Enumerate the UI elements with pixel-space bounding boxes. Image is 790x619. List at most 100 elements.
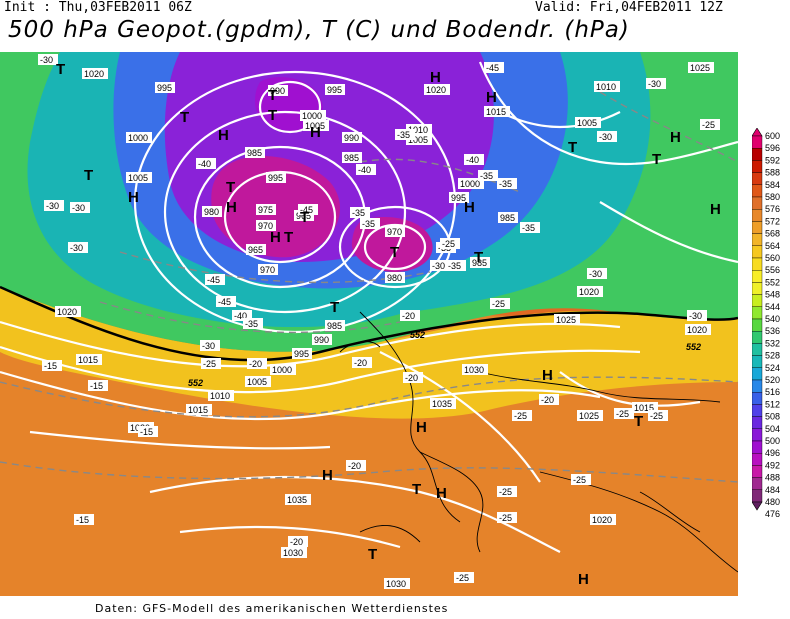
svg-text:985: 985: [472, 258, 487, 268]
low-marker: T: [568, 139, 577, 156]
low-marker: T: [368, 546, 377, 563]
map-title: 500 hPa Geopot.(gpdm), T (C) und Bodendr…: [8, 17, 630, 43]
svg-text:1015: 1015: [188, 405, 208, 415]
svg-text:990: 990: [270, 86, 285, 96]
svg-text:985: 985: [344, 153, 359, 163]
legend-tick-label: 544: [765, 302, 780, 312]
legend-swatch: [752, 148, 763, 161]
svg-text:1000: 1000: [460, 179, 480, 189]
legend-swatch: [752, 477, 763, 491]
svg-text:-25: -25: [499, 513, 512, 523]
svg-text:995: 995: [327, 85, 342, 95]
legend-tick-label: 580: [765, 192, 780, 202]
geopot-552-line: [0, 285, 738, 362]
svg-text:1030: 1030: [386, 579, 406, 589]
legend-tick-label: 476: [765, 509, 780, 518]
low-marker: T: [268, 107, 277, 124]
legend-tick-label: 484: [765, 485, 780, 495]
svg-text:990: 990: [344, 133, 359, 143]
svg-text:995: 995: [294, 349, 309, 359]
high-marker: H: [226, 199, 237, 216]
legend-swatch: [752, 392, 763, 405]
svg-text:-25: -25: [702, 120, 715, 130]
svg-text:-35: -35: [448, 261, 461, 271]
svg-text:1015: 1015: [634, 403, 654, 413]
legend-tick-label: 536: [765, 326, 780, 336]
low-marker: T: [56, 61, 65, 78]
legend-swatch: [752, 416, 763, 430]
legend-swatch: [752, 282, 763, 295]
svg-text:-15: -15: [44, 361, 57, 371]
high-marker: H: [542, 367, 553, 384]
svg-text:1015: 1015: [486, 107, 506, 117]
svg-text:1005: 1005: [305, 121, 325, 131]
svg-text:-40: -40: [198, 159, 211, 169]
svg-text:1020: 1020: [84, 69, 104, 79]
low-marker: T: [284, 229, 293, 246]
high-marker: H: [670, 129, 681, 146]
low-marker: T: [634, 413, 643, 430]
svg-text:-35: -35: [480, 171, 493, 181]
legend-swatch: [752, 184, 763, 198]
low-marker: T: [84, 167, 93, 184]
svg-text:1025: 1025: [690, 63, 710, 73]
legend-tick-label: 552: [765, 277, 780, 287]
svg-text:975: 975: [258, 205, 273, 215]
legend-tick-label: 576: [765, 204, 780, 214]
legend-tick-label: 492: [765, 460, 780, 470]
svg-text:-20: -20: [405, 373, 418, 383]
legend-tick-label: 512: [765, 399, 780, 409]
legend-tick-label: 568: [765, 229, 780, 239]
svg-text:-30: -30: [432, 261, 445, 271]
legend-swatch: [752, 221, 763, 234]
svg-text:965: 965: [296, 211, 311, 221]
legend-tick-label: 584: [765, 180, 780, 190]
high-marker: H: [710, 201, 721, 218]
svg-text:-45: -45: [207, 275, 220, 285]
legend-tick-label: 532: [765, 338, 780, 348]
legend-swatch: [752, 135, 763, 149]
legend-swatch: [752, 330, 763, 344]
svg-text:552: 552: [188, 378, 203, 388]
legend-tick-label: 508: [765, 412, 780, 422]
svg-text:985: 985: [327, 321, 342, 331]
legend-swatch: [752, 269, 763, 283]
valid-time: Valid: Fri,04FEB2011 12Z: [535, 0, 723, 15]
svg-text:-35: -35: [499, 179, 512, 189]
svg-text:1020: 1020: [579, 287, 599, 297]
svg-text:-35: -35: [522, 223, 535, 233]
svg-text:980: 980: [387, 273, 402, 283]
svg-text:-35: -35: [352, 208, 365, 218]
high-marker: H: [128, 189, 139, 206]
high-marker: H: [270, 229, 281, 246]
svg-text:-25: -25: [616, 409, 629, 419]
pressure-centers: T T H T H T T H T H H T T T H H H T T H …: [56, 61, 721, 588]
svg-text:-45: -45: [218, 297, 231, 307]
legend-tick-label: 500: [765, 436, 780, 446]
svg-text:1000: 1000: [302, 111, 322, 121]
svg-text:-45: -45: [300, 205, 313, 215]
svg-text:-25: -25: [442, 239, 455, 249]
low-marker: T: [652, 151, 661, 168]
svg-text:-25: -25: [514, 411, 527, 421]
svg-text:-35: -35: [362, 219, 375, 229]
svg-text:995: 995: [451, 193, 466, 203]
field-yellow: [0, 287, 738, 419]
legend-arrow-bottom: [752, 501, 763, 511]
svg-text:-20: -20: [402, 311, 415, 321]
legend-tick-label: 548: [765, 290, 780, 300]
legend-swatch: [752, 306, 763, 320]
legend-tick-label: 528: [765, 351, 780, 361]
low-marker: T: [226, 179, 235, 196]
svg-text:-30: -30: [689, 311, 702, 321]
legend-tick-label: 588: [765, 168, 780, 178]
svg-text:-40: -40: [234, 311, 247, 321]
svg-text:1000: 1000: [128, 133, 148, 143]
svg-text:990: 990: [314, 335, 329, 345]
svg-text:1005: 1005: [247, 377, 267, 387]
high-marker: H: [436, 485, 447, 502]
high-marker: H: [416, 419, 427, 436]
svg-text:1010: 1010: [210, 391, 230, 401]
svg-text:-25: -25: [456, 573, 469, 583]
legend-swatch: [752, 196, 763, 210]
